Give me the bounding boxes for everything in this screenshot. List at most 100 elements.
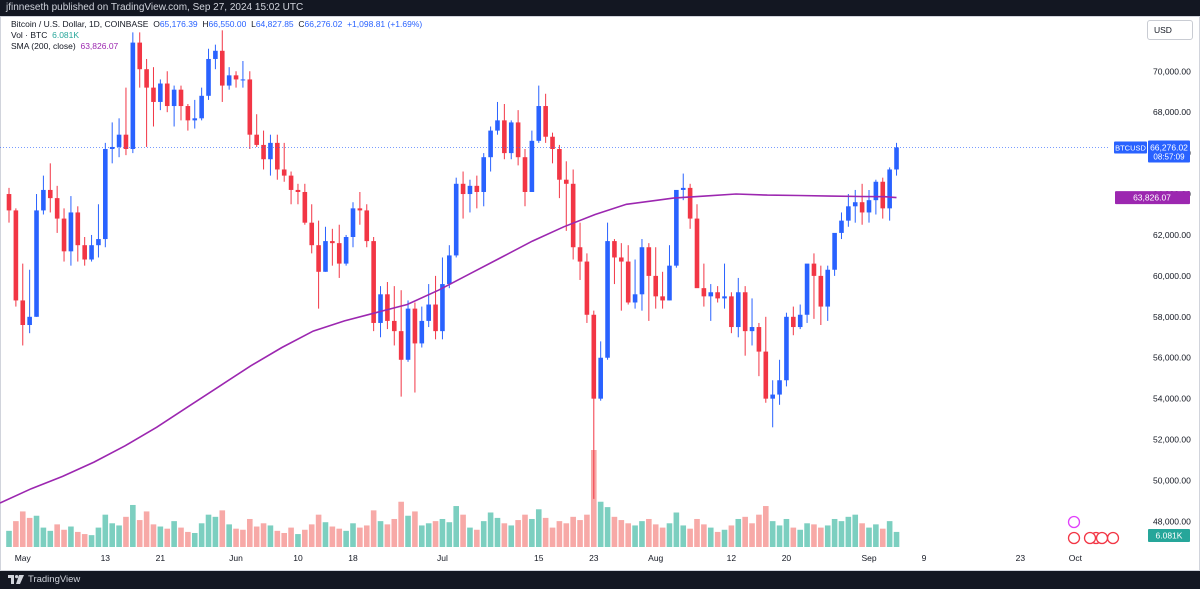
legend-volume-row[interactable]: Vol · BTC 6.081K <box>11 30 422 41</box>
candle-body <box>151 87 156 102</box>
economic-event-icon[interactable] <box>1067 531 1081 545</box>
candle-body <box>839 220 844 233</box>
volume-bar <box>40 527 47 547</box>
sma200-line <box>0 193 897 504</box>
legend-ohlc-row[interactable]: Bitcoin / U.S. Dollar, 1D, COINBASE O65,… <box>11 19 422 30</box>
candle <box>419 306 425 348</box>
time-tick-label: 10 <box>293 553 303 563</box>
volume-bar <box>384 524 391 547</box>
price-tick-label: 52,000.00 <box>1153 435 1191 445</box>
candle-body <box>791 316 796 328</box>
candle-body <box>371 241 376 323</box>
volume-bar <box>666 523 673 547</box>
legend-sma-label: SMA (200, close) <box>11 41 76 51</box>
volume-bar <box>480 521 487 547</box>
legend-symbol: Bitcoin / U.S. Dollar, 1D, COINBASE <box>11 19 149 29</box>
volume-bar <box>398 501 404 547</box>
volume-bar <box>226 524 232 547</box>
candle <box>288 171 294 205</box>
candle <box>440 257 445 340</box>
volume-bar <box>453 506 459 547</box>
volume-bar <box>419 525 425 547</box>
price-tick-label: 70,000.00 <box>1153 66 1191 76</box>
volume-bar <box>563 523 570 547</box>
candle-body <box>729 296 734 328</box>
volume-bar <box>47 530 54 547</box>
time-tick-label: Sep <box>861 553 876 563</box>
candle <box>488 126 493 172</box>
candle <box>612 239 617 285</box>
economic-event-icon <box>1095 531 1109 545</box>
volume-bar <box>102 514 109 547</box>
volume-bar <box>267 525 274 547</box>
candle <box>563 161 569 231</box>
candle-body <box>158 83 163 102</box>
candle <box>619 243 624 311</box>
candle <box>742 286 748 356</box>
candle-body <box>460 183 466 195</box>
candle <box>213 44 218 70</box>
legend-sma-row[interactable]: SMA (200, close) 63,826.07 <box>11 41 422 52</box>
volume-bar <box>315 514 322 547</box>
candle <box>481 153 487 207</box>
economic-event-icon[interactable] <box>1067 515 1081 529</box>
volume-bar <box>625 523 631 547</box>
volume-bar <box>150 524 157 547</box>
candle-body <box>577 247 583 262</box>
candle-body <box>515 122 521 158</box>
volume-bar <box>728 525 735 547</box>
volume-bar <box>61 529 67 547</box>
candle <box>777 359 782 405</box>
candle-body <box>804 263 810 315</box>
volume-bar <box>95 527 102 547</box>
candle <box>123 87 129 156</box>
candle-body <box>619 257 624 262</box>
candle-body <box>639 247 645 295</box>
volume-bar <box>577 520 583 547</box>
legend-volume-value: 6.081K <box>52 30 80 40</box>
candle <box>295 183 301 205</box>
candle <box>674 189 679 268</box>
currency-selector[interactable]: USD <box>1147 20 1193 40</box>
candle <box>694 204 700 289</box>
last-price-tag-label: 66,276.02 <box>1150 142 1188 152</box>
candle-body <box>54 198 60 219</box>
candle <box>811 253 817 319</box>
candle <box>219 30 225 102</box>
candle <box>309 204 315 254</box>
candle-body <box>336 243 342 264</box>
candle-body <box>453 183 459 256</box>
candle-body <box>213 50 218 59</box>
chart-canvas[interactable]: 48,000.00 50,000.00 52,000.00 54,000.00 56,0… <box>0 16 1200 571</box>
footer-brand: TradingView <box>28 574 81 585</box>
candle <box>151 67 156 127</box>
economic-event-icon[interactable] <box>1106 531 1120 545</box>
time-tick-label: 9 <box>922 553 927 563</box>
candle-body <box>75 212 81 246</box>
candle-body <box>570 183 576 248</box>
candle-body <box>488 130 493 158</box>
volume-bar <box>13 521 19 547</box>
candle <box>825 265 831 321</box>
volume-bar <box>597 501 604 547</box>
candle <box>797 304 803 330</box>
time-tick-label: 15 <box>534 553 544 563</box>
volume-bar <box>474 529 480 547</box>
candle-body <box>536 106 542 141</box>
candle <box>336 224 342 278</box>
volume-bar <box>494 517 501 547</box>
tradingview-logo-icon <box>8 574 24 584</box>
candle <box>543 93 548 143</box>
legend-low-label: L <box>251 19 256 29</box>
candle <box>763 316 769 403</box>
volume-bar <box>109 523 115 547</box>
candle <box>281 142 287 182</box>
candle-body <box>206 58 211 96</box>
candle-body <box>419 320 425 344</box>
candle <box>171 85 177 127</box>
candle-body <box>825 269 831 307</box>
volume-bar <box>529 518 535 547</box>
candle-body <box>109 146 115 150</box>
volume-bar <box>790 527 797 547</box>
candle <box>735 277 741 338</box>
